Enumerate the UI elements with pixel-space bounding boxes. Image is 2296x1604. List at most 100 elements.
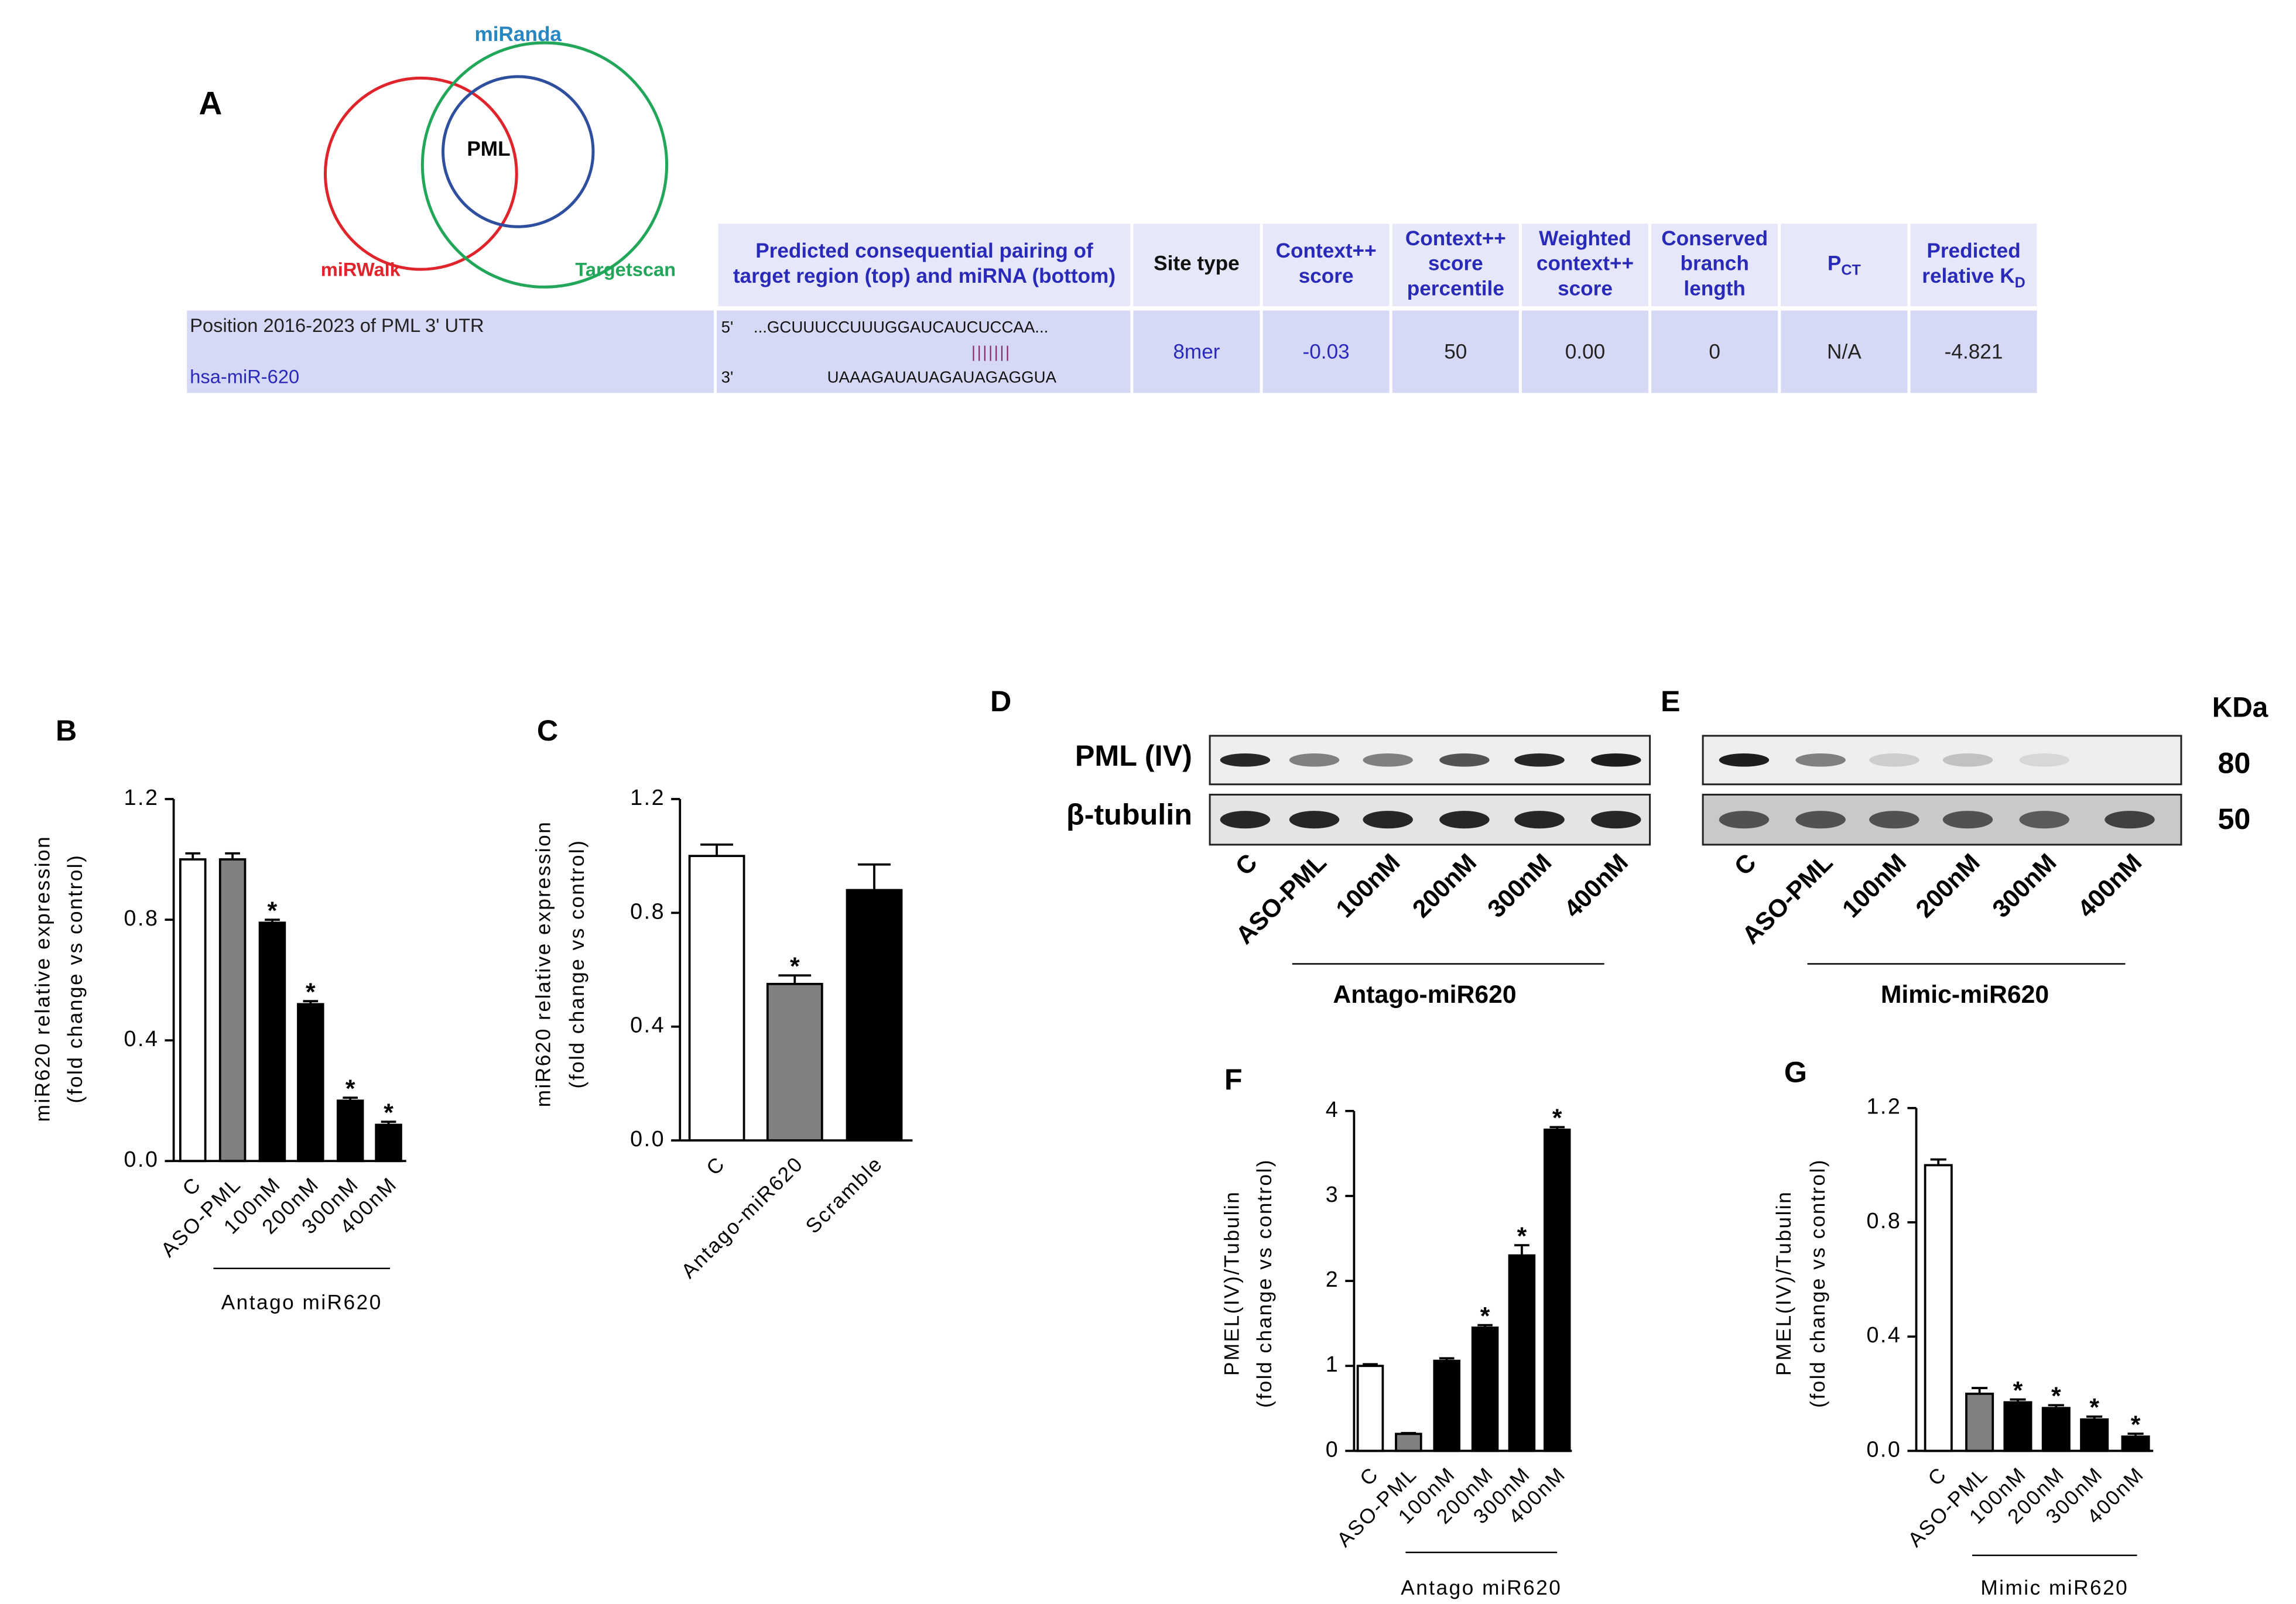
table-cell: -0.03 bbox=[1303, 341, 1350, 364]
group-label: Mimic miR620 bbox=[1980, 1576, 2129, 1599]
header-text: score bbox=[1558, 277, 1613, 300]
significance-label: * bbox=[790, 952, 800, 981]
bar bbox=[1395, 1432, 1422, 1452]
header-cell bbox=[1262, 224, 1390, 306]
header-line: Predicted bbox=[1927, 240, 2020, 263]
y-axis-label: PMEL(IV)/Tubulin bbox=[1221, 1191, 1244, 1376]
y-axis-label: miR620 relative expression bbox=[32, 835, 54, 1122]
group-label: Mimic-miR620 bbox=[1881, 981, 2049, 1009]
y-axis-label: (fold change vs control) bbox=[64, 854, 87, 1103]
row-mirna: hsa-miR-620 bbox=[190, 366, 299, 388]
lane-label: 200nM bbox=[1911, 848, 1986, 923]
header-text: target region (top) and miRNA (bottom) bbox=[733, 265, 1116, 287]
bar bbox=[258, 921, 286, 1163]
header-line: percentile bbox=[1407, 277, 1504, 300]
header-text: score bbox=[1299, 265, 1354, 287]
blot-band bbox=[1220, 753, 1271, 767]
blot-row-label: PML (IV) bbox=[1075, 739, 1192, 772]
table-cell: -4.821 bbox=[1945, 341, 2003, 364]
x-tick-label: Antago-miR620 bbox=[677, 1152, 807, 1283]
lane-label: 300nM bbox=[1987, 848, 2062, 923]
header-line: branch bbox=[1681, 252, 1749, 275]
x-tick-label: Scramble bbox=[801, 1152, 887, 1238]
header-text: Predicted bbox=[1927, 240, 2020, 263]
y-axis-label: (fold change vs control) bbox=[1253, 1159, 1276, 1408]
significance-label: * bbox=[306, 978, 316, 1006]
header-text: relative KD bbox=[1922, 265, 2025, 290]
blot-band bbox=[2019, 811, 2069, 829]
pairing-bottom: UAAAGAUAUAGAUAGAGGUA bbox=[827, 368, 1057, 386]
bar bbox=[1965, 1392, 1994, 1452]
header-sub: CT bbox=[1841, 262, 1861, 278]
venn-circle bbox=[323, 76, 518, 271]
header-line: P bbox=[1828, 252, 1841, 275]
significance-label: * bbox=[1517, 1222, 1527, 1250]
blot-band bbox=[2019, 753, 2069, 767]
header-text: Site type bbox=[1154, 252, 1240, 275]
y-axis-label: (fold change vs control) bbox=[566, 839, 588, 1089]
table-cell: 50 bbox=[1444, 341, 1467, 364]
panel-label: B bbox=[56, 714, 77, 747]
y-tick-label: 0.0 bbox=[124, 1147, 159, 1171]
header-text: Conserved bbox=[1661, 227, 1768, 250]
blot-strip bbox=[1702, 735, 2182, 786]
blot-band bbox=[1591, 753, 1641, 767]
bar bbox=[375, 1123, 402, 1163]
header-cell bbox=[1521, 224, 1649, 306]
lane-label: 100nM bbox=[1330, 848, 1405, 923]
blot-band bbox=[1719, 753, 1770, 767]
group-label: Antago miR620 bbox=[221, 1291, 382, 1314]
header-line: length bbox=[1683, 277, 1746, 300]
bar bbox=[1508, 1254, 1536, 1452]
significance-label: * bbox=[2051, 1382, 2061, 1410]
bar bbox=[688, 855, 745, 1142]
blot-band bbox=[1363, 811, 1413, 829]
x-tick-label: C bbox=[1924, 1462, 1951, 1490]
venn-label: miRanda bbox=[474, 23, 562, 46]
blot-band bbox=[1591, 811, 1641, 829]
lane-label: 300nM bbox=[1482, 848, 1557, 923]
y-tick-label: 0.4 bbox=[124, 1026, 159, 1051]
bar bbox=[846, 889, 903, 1142]
significance-label: * bbox=[384, 1099, 393, 1127]
y-axis-label: miR620 relative expression bbox=[532, 821, 555, 1108]
y-tick-label: 0 bbox=[1326, 1437, 1339, 1461]
marker: 50 bbox=[2218, 803, 2250, 835]
header-sub: D bbox=[2015, 275, 2025, 291]
y-tick-label: 3 bbox=[1326, 1182, 1339, 1207]
bar bbox=[2003, 1401, 2032, 1452]
marker-unit: KDa bbox=[2212, 692, 2268, 723]
blot-band bbox=[1439, 811, 1490, 829]
significance-label: * bbox=[345, 1075, 355, 1103]
header-line: score bbox=[1428, 252, 1483, 275]
y-tick-label: 1.2 bbox=[124, 785, 159, 810]
y-tick-label: 2 bbox=[1326, 1267, 1339, 1291]
bar bbox=[2041, 1407, 2071, 1452]
x-tick-label: C bbox=[1356, 1462, 1383, 1490]
header-cell bbox=[1651, 224, 1778, 306]
header-cell bbox=[1910, 224, 2037, 306]
y-tick-label: 4 bbox=[1326, 1097, 1339, 1122]
blot-band bbox=[1942, 811, 1993, 829]
lane-label: 100nM bbox=[1837, 848, 1912, 923]
header-line: relative K bbox=[1922, 265, 2015, 287]
significance-label: * bbox=[2013, 1376, 2023, 1404]
y-tick-label: 1.2 bbox=[630, 785, 665, 810]
panel-label: D bbox=[990, 685, 1011, 718]
row-position: Position 2016-2023 of PML 3' UTR bbox=[190, 314, 484, 336]
lane-label: 200nM bbox=[1407, 848, 1482, 923]
header-line: score bbox=[1558, 277, 1613, 300]
header-cell bbox=[1133, 224, 1260, 306]
bar bbox=[766, 982, 823, 1142]
panel-label: E bbox=[1661, 685, 1681, 718]
header-line: context++ bbox=[1537, 252, 1634, 275]
y-tick-label: 0.8 bbox=[1866, 1208, 1901, 1233]
y-tick-label: 0.4 bbox=[630, 1013, 665, 1037]
blot-band bbox=[1220, 811, 1271, 829]
bar bbox=[336, 1099, 364, 1163]
blot-band bbox=[1514, 753, 1565, 767]
significance-label: * bbox=[1552, 1104, 1562, 1132]
venn-label: Targetscan bbox=[575, 258, 676, 280]
y-tick-label: 0.0 bbox=[1866, 1437, 1901, 1461]
